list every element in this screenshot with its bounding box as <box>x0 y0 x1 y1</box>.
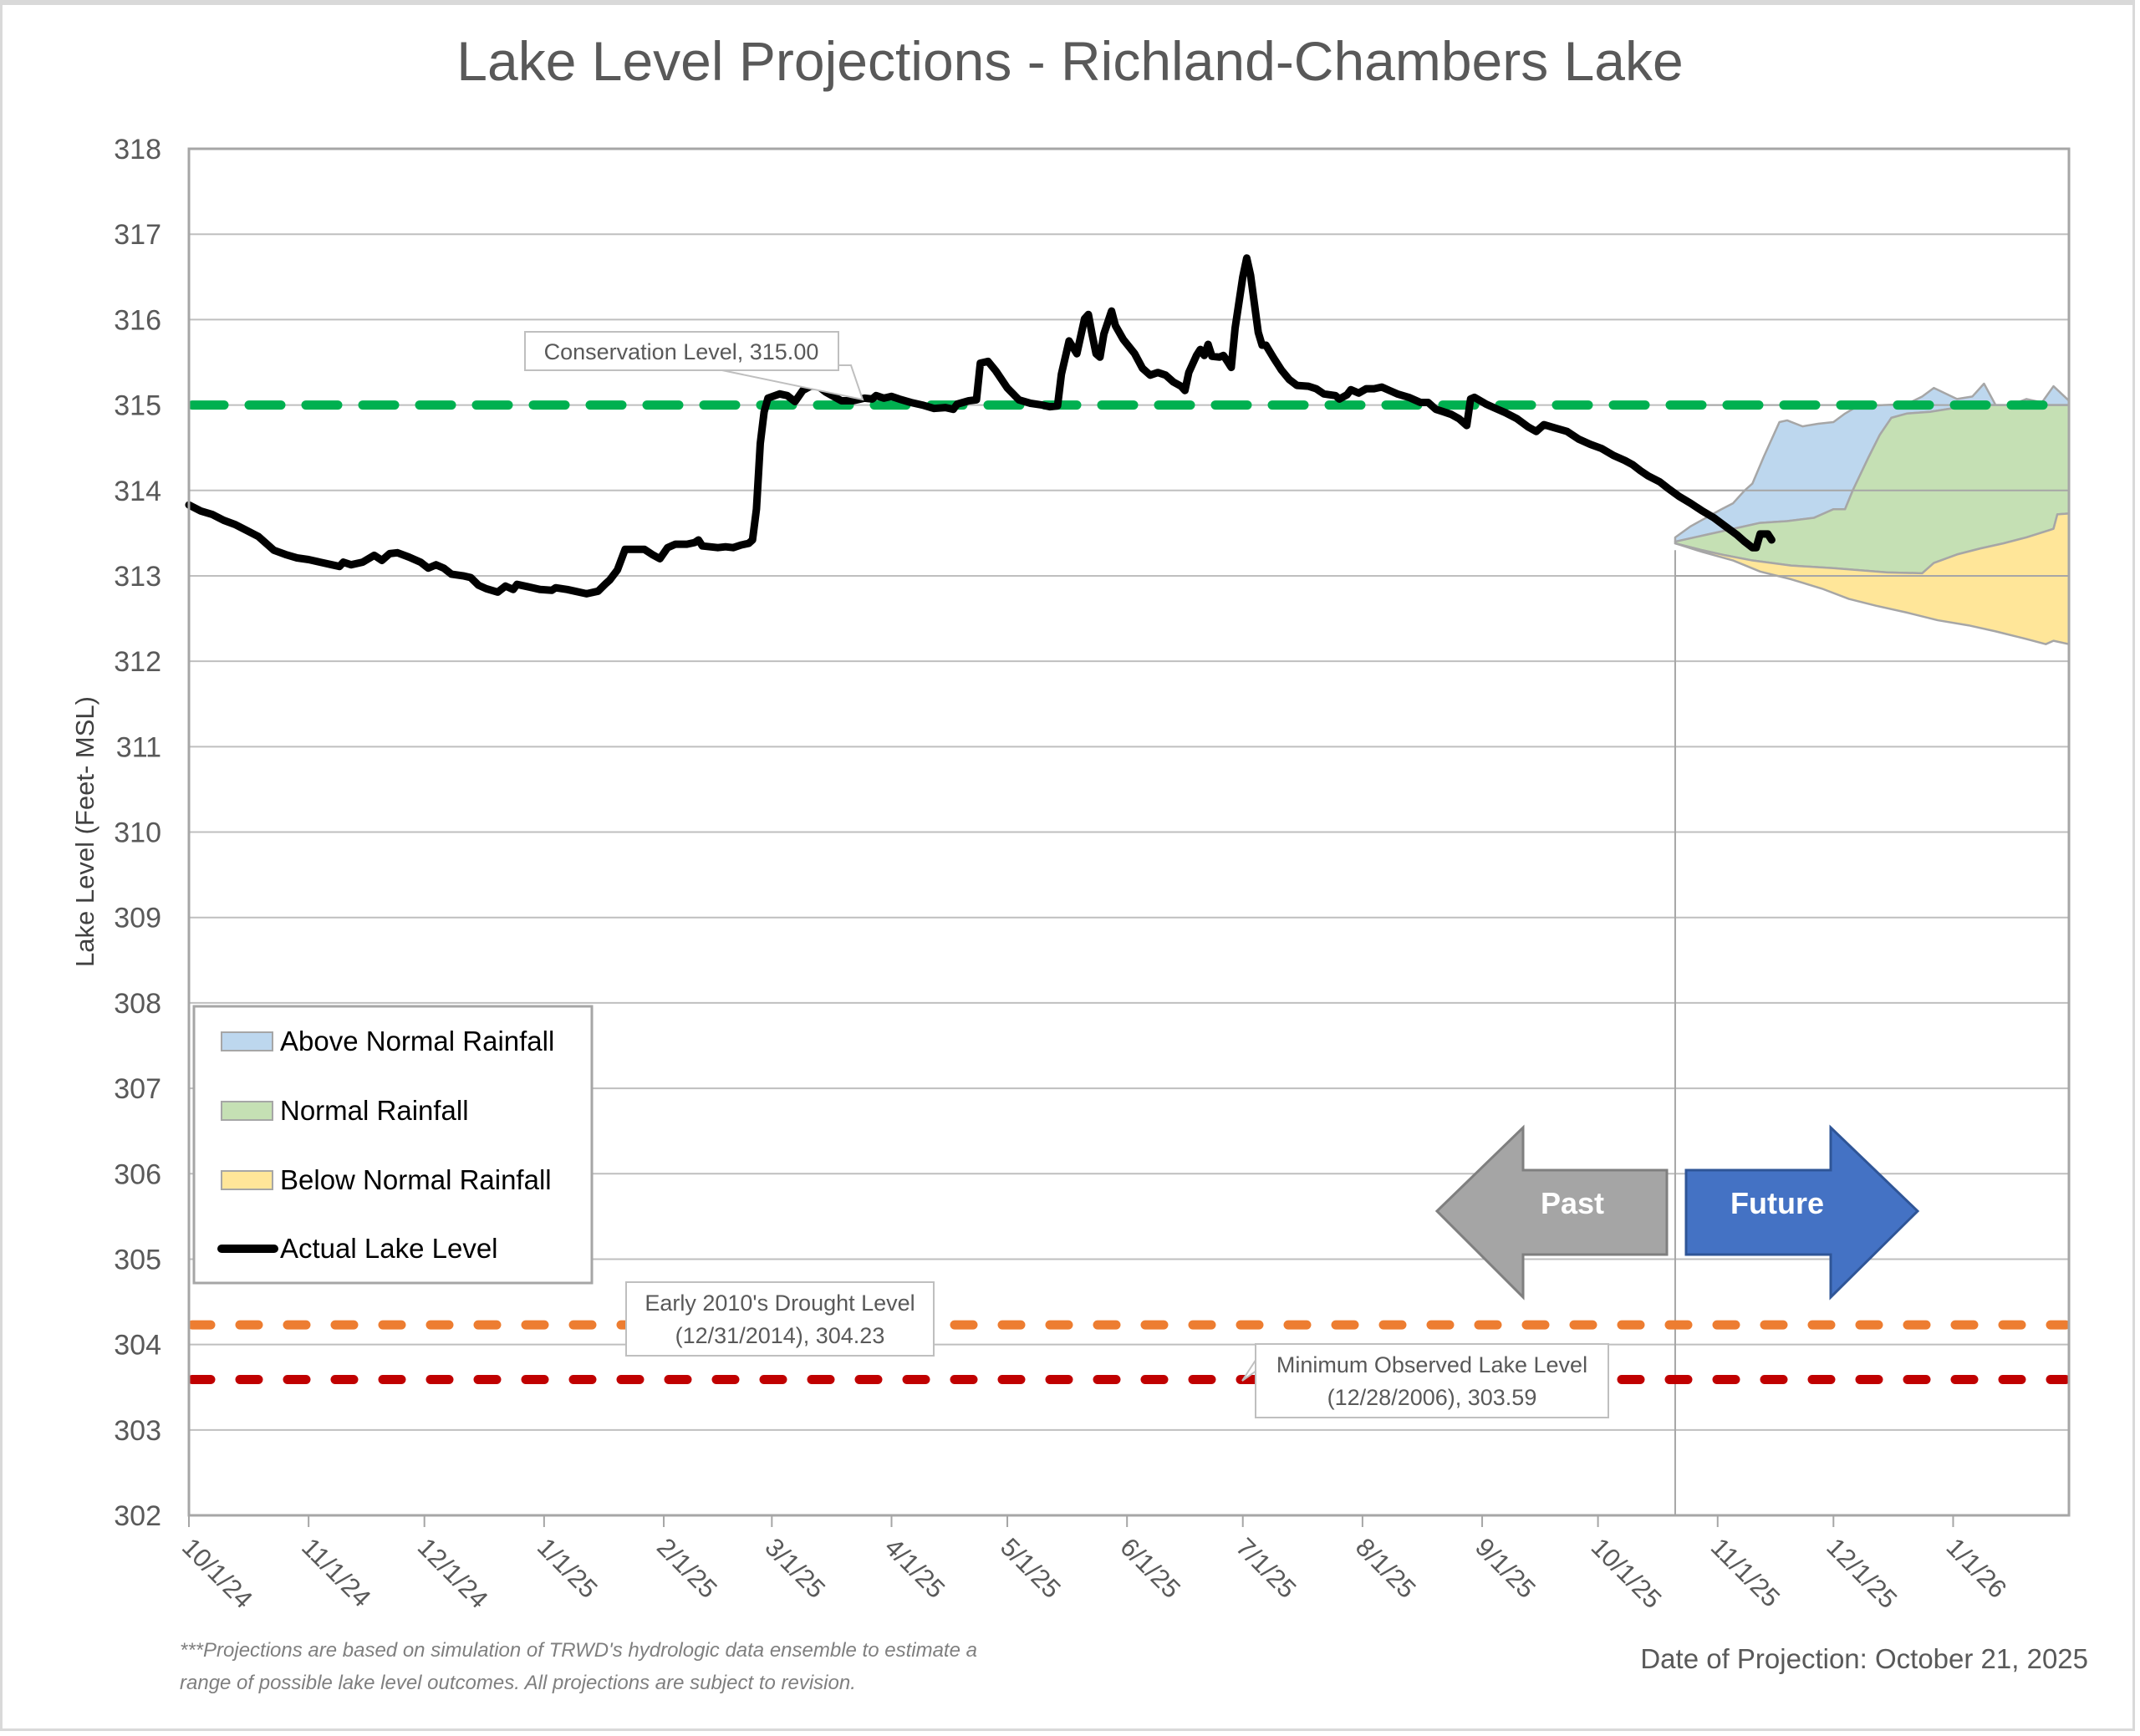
plot-area-border <box>187 147 2071 1517</box>
drought-callout-line2: (12/31/2014), 304.23 <box>675 1323 885 1348</box>
y-tick-label: 314 <box>114 476 161 507</box>
x-tick-label: 12/1/24 <box>412 1532 494 1614</box>
y-tick-label: 317 <box>114 219 161 251</box>
y-tick-label: 304 <box>114 1330 161 1362</box>
y-tick-label: 305 <box>114 1244 161 1275</box>
legend-label-above-normal: Above Normal Rainfall <box>280 1026 554 1056</box>
x-tick-label: 11/1/25 <box>1705 1532 1786 1612</box>
x-tick-label: 6/1/25 <box>1114 1532 1186 1604</box>
minimum-callout: Minimum Observed Lake Level (12/28/2006)… <box>1241 1343 1609 1418</box>
drought-callout-line1: Early 2010's Drought Level <box>645 1291 915 1316</box>
drought-callout: Early 2010's Drought Level (12/31/2014),… <box>625 1281 935 1357</box>
y-tick-label: 309 <box>114 903 161 934</box>
conservation-callout-text: Conservation Level, 315.00 <box>544 339 819 364</box>
x-tick-label: 9/1/25 <box>1470 1532 1541 1604</box>
footnote-line-1: ***Projections are based on simulation o… <box>180 1639 977 1662</box>
future-arrow-shape <box>1684 1124 1920 1301</box>
y-tick-label: 310 <box>114 817 161 849</box>
legend-swatch-above-normal <box>221 1031 273 1051</box>
y-tick-label: 315 <box>114 390 161 422</box>
past-arrow-shape <box>1434 1124 1669 1301</box>
future-arrow-label: Future <box>1730 1186 1824 1220</box>
legend: Above Normal Rainfall Normal Rainfall Be… <box>192 1005 594 1285</box>
y-axis-label: Lake Level (Feet- MSL) <box>70 696 99 967</box>
x-tick-label: 7/1/25 <box>1230 1532 1302 1604</box>
y-tick-label: 303 <box>114 1415 161 1447</box>
minimum-callout-box <box>1255 1343 1609 1418</box>
minimum-callout-line2: (12/28/2006), 303.59 <box>1327 1385 1537 1410</box>
chart-title: Lake Level Projections - Richland-Chambe… <box>456 30 1683 92</box>
legend-item-below-normal: Below Normal Rainfall <box>221 1164 552 1195</box>
gridlines <box>189 148 2069 1516</box>
x-tick-label: 12/1/25 <box>1821 1532 1903 1614</box>
past-arrow: Past <box>1434 1124 1669 1301</box>
x-tick-label: 8/1/25 <box>1350 1532 1422 1604</box>
y-tick-label: 318 <box>114 134 161 165</box>
projection-bands <box>1674 382 2071 645</box>
legend-label-actual-level: Actual Lake Level <box>280 1233 498 1264</box>
legend-swatch-normal <box>221 1101 273 1121</box>
legend-label-normal: Normal Rainfall <box>280 1095 469 1126</box>
past-arrow-label: Past <box>1541 1186 1604 1220</box>
drought-callout-box <box>625 1281 935 1357</box>
y-tick-label: 316 <box>114 304 161 336</box>
x-tick-label: 5/1/25 <box>995 1532 1067 1604</box>
actual-lake-level-line <box>185 254 1776 598</box>
future-arrow: Future <box>1684 1124 1920 1301</box>
y-tick-label: 306 <box>114 1158 161 1190</box>
conservation-callout-box <box>524 331 839 371</box>
y-tick-label: 307 <box>114 1073 161 1105</box>
actual-level-layer <box>185 254 1776 598</box>
minimum-callout-line1: Minimum Observed Lake Level <box>1276 1352 1587 1377</box>
conservation-callout: Conservation Level, 315.00 <box>524 331 864 401</box>
legend-box <box>192 1005 594 1285</box>
x-tick-label: 10/1/24 <box>176 1532 258 1614</box>
x-tick-label: 1/1/26 <box>1941 1532 2013 1604</box>
y-tick-label: 302 <box>114 1500 161 1532</box>
legend-item-normal: Normal Rainfall <box>221 1095 469 1126</box>
legend-item-actual-level: Actual Lake Level <box>217 1233 498 1264</box>
legend-item-above-normal: Above Normal Rainfall <box>221 1026 554 1056</box>
x-tick-label: 2/1/25 <box>651 1532 723 1604</box>
legend-label-below-normal: Below Normal Rainfall <box>280 1164 552 1195</box>
footnote-line-2: range of possible lake level outcomes. A… <box>180 1672 856 1694</box>
x-tick-label: 11/1/24 <box>296 1532 376 1612</box>
axes: 302 303 304 305 306 307 308 309 310 311 312 313 314 3… <box>114 134 2071 1614</box>
x-tick-label: 3/1/25 <box>759 1532 831 1604</box>
x-tick-label: 1/1/25 <box>532 1532 604 1604</box>
y-tick-label: 311 <box>116 731 161 763</box>
y-tick-label: 308 <box>114 988 161 1020</box>
x-tick-label: 10/1/25 <box>1586 1532 1668 1614</box>
y-tick-label: 313 <box>114 561 161 593</box>
reference-lines <box>187 400 2071 1385</box>
y-tick-label: 312 <box>114 646 161 678</box>
legend-swatch-below-normal <box>221 1170 273 1190</box>
projection-date: Date of Projection: October 21, 2025 <box>1640 1643 2088 1674</box>
x-tick-label: 4/1/25 <box>879 1532 951 1604</box>
